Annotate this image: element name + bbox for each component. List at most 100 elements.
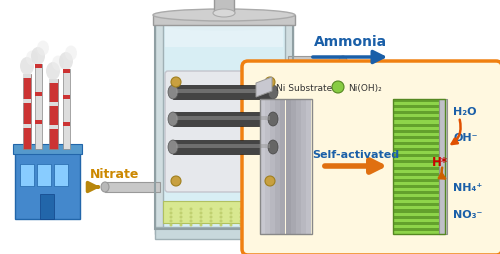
Bar bbox=[40, 194, 54, 219]
Bar bbox=[439, 100, 447, 234]
Circle shape bbox=[180, 224, 182, 227]
Bar bbox=[155, 23, 163, 234]
Circle shape bbox=[260, 224, 262, 227]
Bar bbox=[54, 164, 68, 186]
Text: Nitrate: Nitrate bbox=[90, 168, 140, 181]
Bar bbox=[393, 136, 445, 139]
Bar bbox=[393, 142, 445, 146]
Circle shape bbox=[210, 212, 212, 215]
Circle shape bbox=[220, 208, 222, 211]
Circle shape bbox=[200, 224, 202, 227]
Bar bbox=[393, 173, 445, 176]
Circle shape bbox=[280, 224, 282, 227]
FancyBboxPatch shape bbox=[242, 62, 500, 254]
Circle shape bbox=[260, 216, 262, 219]
Ellipse shape bbox=[59, 53, 73, 71]
Text: Ni Substrate: Ni Substrate bbox=[276, 83, 332, 92]
Ellipse shape bbox=[26, 51, 38, 66]
Bar bbox=[35, 65, 42, 149]
Circle shape bbox=[240, 212, 242, 215]
Bar bbox=[49, 103, 58, 107]
Circle shape bbox=[270, 220, 272, 223]
Circle shape bbox=[230, 224, 232, 227]
Circle shape bbox=[180, 212, 182, 215]
Ellipse shape bbox=[37, 41, 49, 56]
Bar bbox=[393, 155, 445, 158]
Circle shape bbox=[230, 208, 232, 211]
Bar bbox=[63, 96, 70, 100]
Bar bbox=[393, 100, 445, 234]
Ellipse shape bbox=[165, 20, 283, 32]
Bar bbox=[49, 125, 58, 130]
Bar bbox=[393, 197, 445, 200]
Circle shape bbox=[220, 220, 222, 223]
Circle shape bbox=[200, 208, 202, 211]
Ellipse shape bbox=[101, 182, 109, 192]
Bar bbox=[393, 216, 445, 219]
Bar bbox=[301, 100, 306, 234]
Bar bbox=[63, 122, 70, 126]
Text: Ni(OH)₂: Ni(OH)₂ bbox=[348, 83, 382, 92]
Circle shape bbox=[270, 224, 272, 227]
Bar bbox=[13, 145, 82, 154]
Circle shape bbox=[210, 208, 212, 211]
Ellipse shape bbox=[46, 63, 60, 81]
Circle shape bbox=[230, 216, 232, 219]
Bar bbox=[393, 228, 445, 231]
FancyBboxPatch shape bbox=[165, 72, 281, 192]
Circle shape bbox=[250, 224, 252, 227]
Circle shape bbox=[220, 212, 222, 215]
Bar bbox=[173, 113, 273, 126]
Circle shape bbox=[190, 212, 192, 215]
Bar bbox=[275, 100, 280, 234]
Bar bbox=[280, 100, 285, 234]
Circle shape bbox=[220, 224, 222, 227]
Bar bbox=[288, 57, 343, 67]
Circle shape bbox=[170, 220, 172, 223]
Bar bbox=[176, 90, 270, 94]
Ellipse shape bbox=[31, 48, 45, 66]
Text: Self-activated: Self-activated bbox=[312, 149, 400, 159]
Circle shape bbox=[280, 216, 282, 219]
Bar bbox=[393, 167, 445, 170]
Bar bbox=[291, 100, 296, 234]
Bar bbox=[270, 100, 275, 234]
Bar bbox=[173, 86, 273, 100]
Circle shape bbox=[200, 220, 202, 223]
Bar bbox=[35, 65, 42, 69]
Text: H*: H* bbox=[432, 156, 448, 169]
Circle shape bbox=[180, 208, 182, 211]
Bar bbox=[37, 164, 51, 186]
Circle shape bbox=[250, 216, 252, 219]
Circle shape bbox=[265, 78, 275, 88]
Bar bbox=[393, 100, 445, 103]
Bar bbox=[35, 121, 42, 124]
Bar bbox=[49, 80, 58, 149]
Circle shape bbox=[200, 216, 202, 219]
Bar bbox=[296, 100, 301, 234]
Bar bbox=[306, 100, 311, 234]
Circle shape bbox=[250, 220, 252, 223]
Circle shape bbox=[250, 212, 252, 215]
Circle shape bbox=[210, 220, 212, 223]
Ellipse shape bbox=[153, 10, 295, 22]
Ellipse shape bbox=[268, 140, 278, 154]
Circle shape bbox=[220, 216, 222, 219]
Polygon shape bbox=[248, 80, 273, 169]
Circle shape bbox=[270, 216, 272, 219]
Bar bbox=[35, 93, 42, 97]
Bar bbox=[393, 210, 445, 213]
Text: Ammonia: Ammonia bbox=[314, 35, 386, 49]
Circle shape bbox=[280, 212, 282, 215]
Ellipse shape bbox=[168, 140, 178, 154]
Circle shape bbox=[200, 212, 202, 215]
Circle shape bbox=[170, 224, 172, 227]
Ellipse shape bbox=[52, 56, 64, 71]
Text: OH⁻: OH⁻ bbox=[453, 133, 477, 142]
Ellipse shape bbox=[168, 86, 178, 100]
Bar bbox=[260, 100, 265, 234]
Circle shape bbox=[230, 220, 232, 223]
Bar bbox=[176, 117, 270, 121]
Bar bbox=[165, 26, 283, 48]
Bar bbox=[176, 145, 270, 148]
